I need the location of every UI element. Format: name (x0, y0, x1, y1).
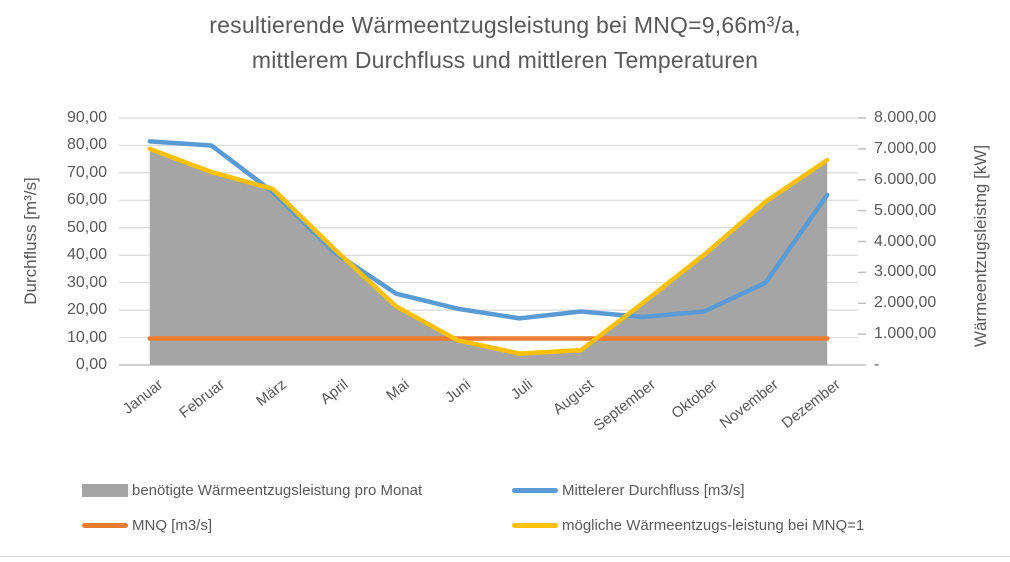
legend-label: Mittelerer Durchfluss [m3/s] (562, 482, 745, 499)
left-axis-tick-label: 60,00 (66, 191, 107, 209)
legend-item-benoetigte-waermeentzugsleistung: benötigte Wärmeentzugsleistung pro Monat (82, 482, 422, 499)
right-axis-tick-label: 8.000,00 (874, 109, 937, 126)
left-axis-tick-label: 90,00 (66, 109, 107, 126)
area-series (149, 148, 828, 365)
plot-area (119, 117, 866, 366)
right-axis-tick-label: 7.000,00 (874, 139, 937, 157)
right-axis-title: Wärmeentzugsleistng [kW] (971, 144, 990, 348)
legend-item-moegliche-waermeentzugsleistung: mögliche Wärmeentzugs-leistung bei MNQ=1 (512, 517, 864, 534)
chart-title: resultierende Wärmeentzugsleistung bei M… (0, 8, 1010, 78)
left-axis-tick-label: 0,00 (75, 356, 107, 373)
left-axis-tick-label: 20,00 (66, 301, 107, 319)
left-axis-tick-label: 80,00 (66, 136, 107, 154)
legend-line-swatch (512, 488, 558, 493)
legend-line-swatch (82, 523, 128, 528)
left-axis-tick-label: 30,00 (66, 273, 107, 291)
legend-item-mnq: MNQ [m3/s] (82, 517, 212, 534)
right-axis-tick-label: 6.000,00 (874, 170, 937, 188)
legend-item-mittlerer-durchfluss: Mittelerer Durchfluss [m3/s] (512, 482, 745, 499)
left-axis-tick-label: 70,00 (66, 163, 107, 181)
right-axis-tick-label: 5.000,00 (874, 201, 937, 219)
right-axis-tick-label: 2.000,00 (874, 294, 937, 312)
line-series-3 (147, 146, 830, 356)
legend-label: benötigte Wärmeentzugsleistung pro Monat (132, 482, 423, 499)
legend-area-swatch (82, 484, 128, 497)
left-axis-tick-label: 50,00 (66, 218, 107, 236)
legend-line-swatch (512, 523, 558, 528)
chart-title-line1: resultierende Wärmeentzugsleistung bei M… (209, 12, 801, 38)
legend-label: mögliche Wärmeentzugs-leistung bei MNQ=1 (562, 517, 865, 534)
chart-title-line2: mittlerem Durchfluss und mittleren Tempe… (251, 47, 759, 73)
legend-label: MNQ [m3/s] (132, 517, 213, 534)
right-axis-tick-label: 1.000,00 (874, 325, 937, 343)
right-axis-tick-label: - (874, 356, 880, 373)
right-axis-tick-label: 3.000,00 (874, 263, 937, 281)
left-axis-tick-label: 10,00 (66, 328, 107, 346)
right-axis-tick-label: 4.000,00 (874, 232, 937, 250)
bottom-divider (0, 556, 1010, 557)
left-axis-title: Durchfluss [m³/s] (21, 177, 40, 305)
left-axis-tick-label: 40,00 (66, 246, 107, 264)
